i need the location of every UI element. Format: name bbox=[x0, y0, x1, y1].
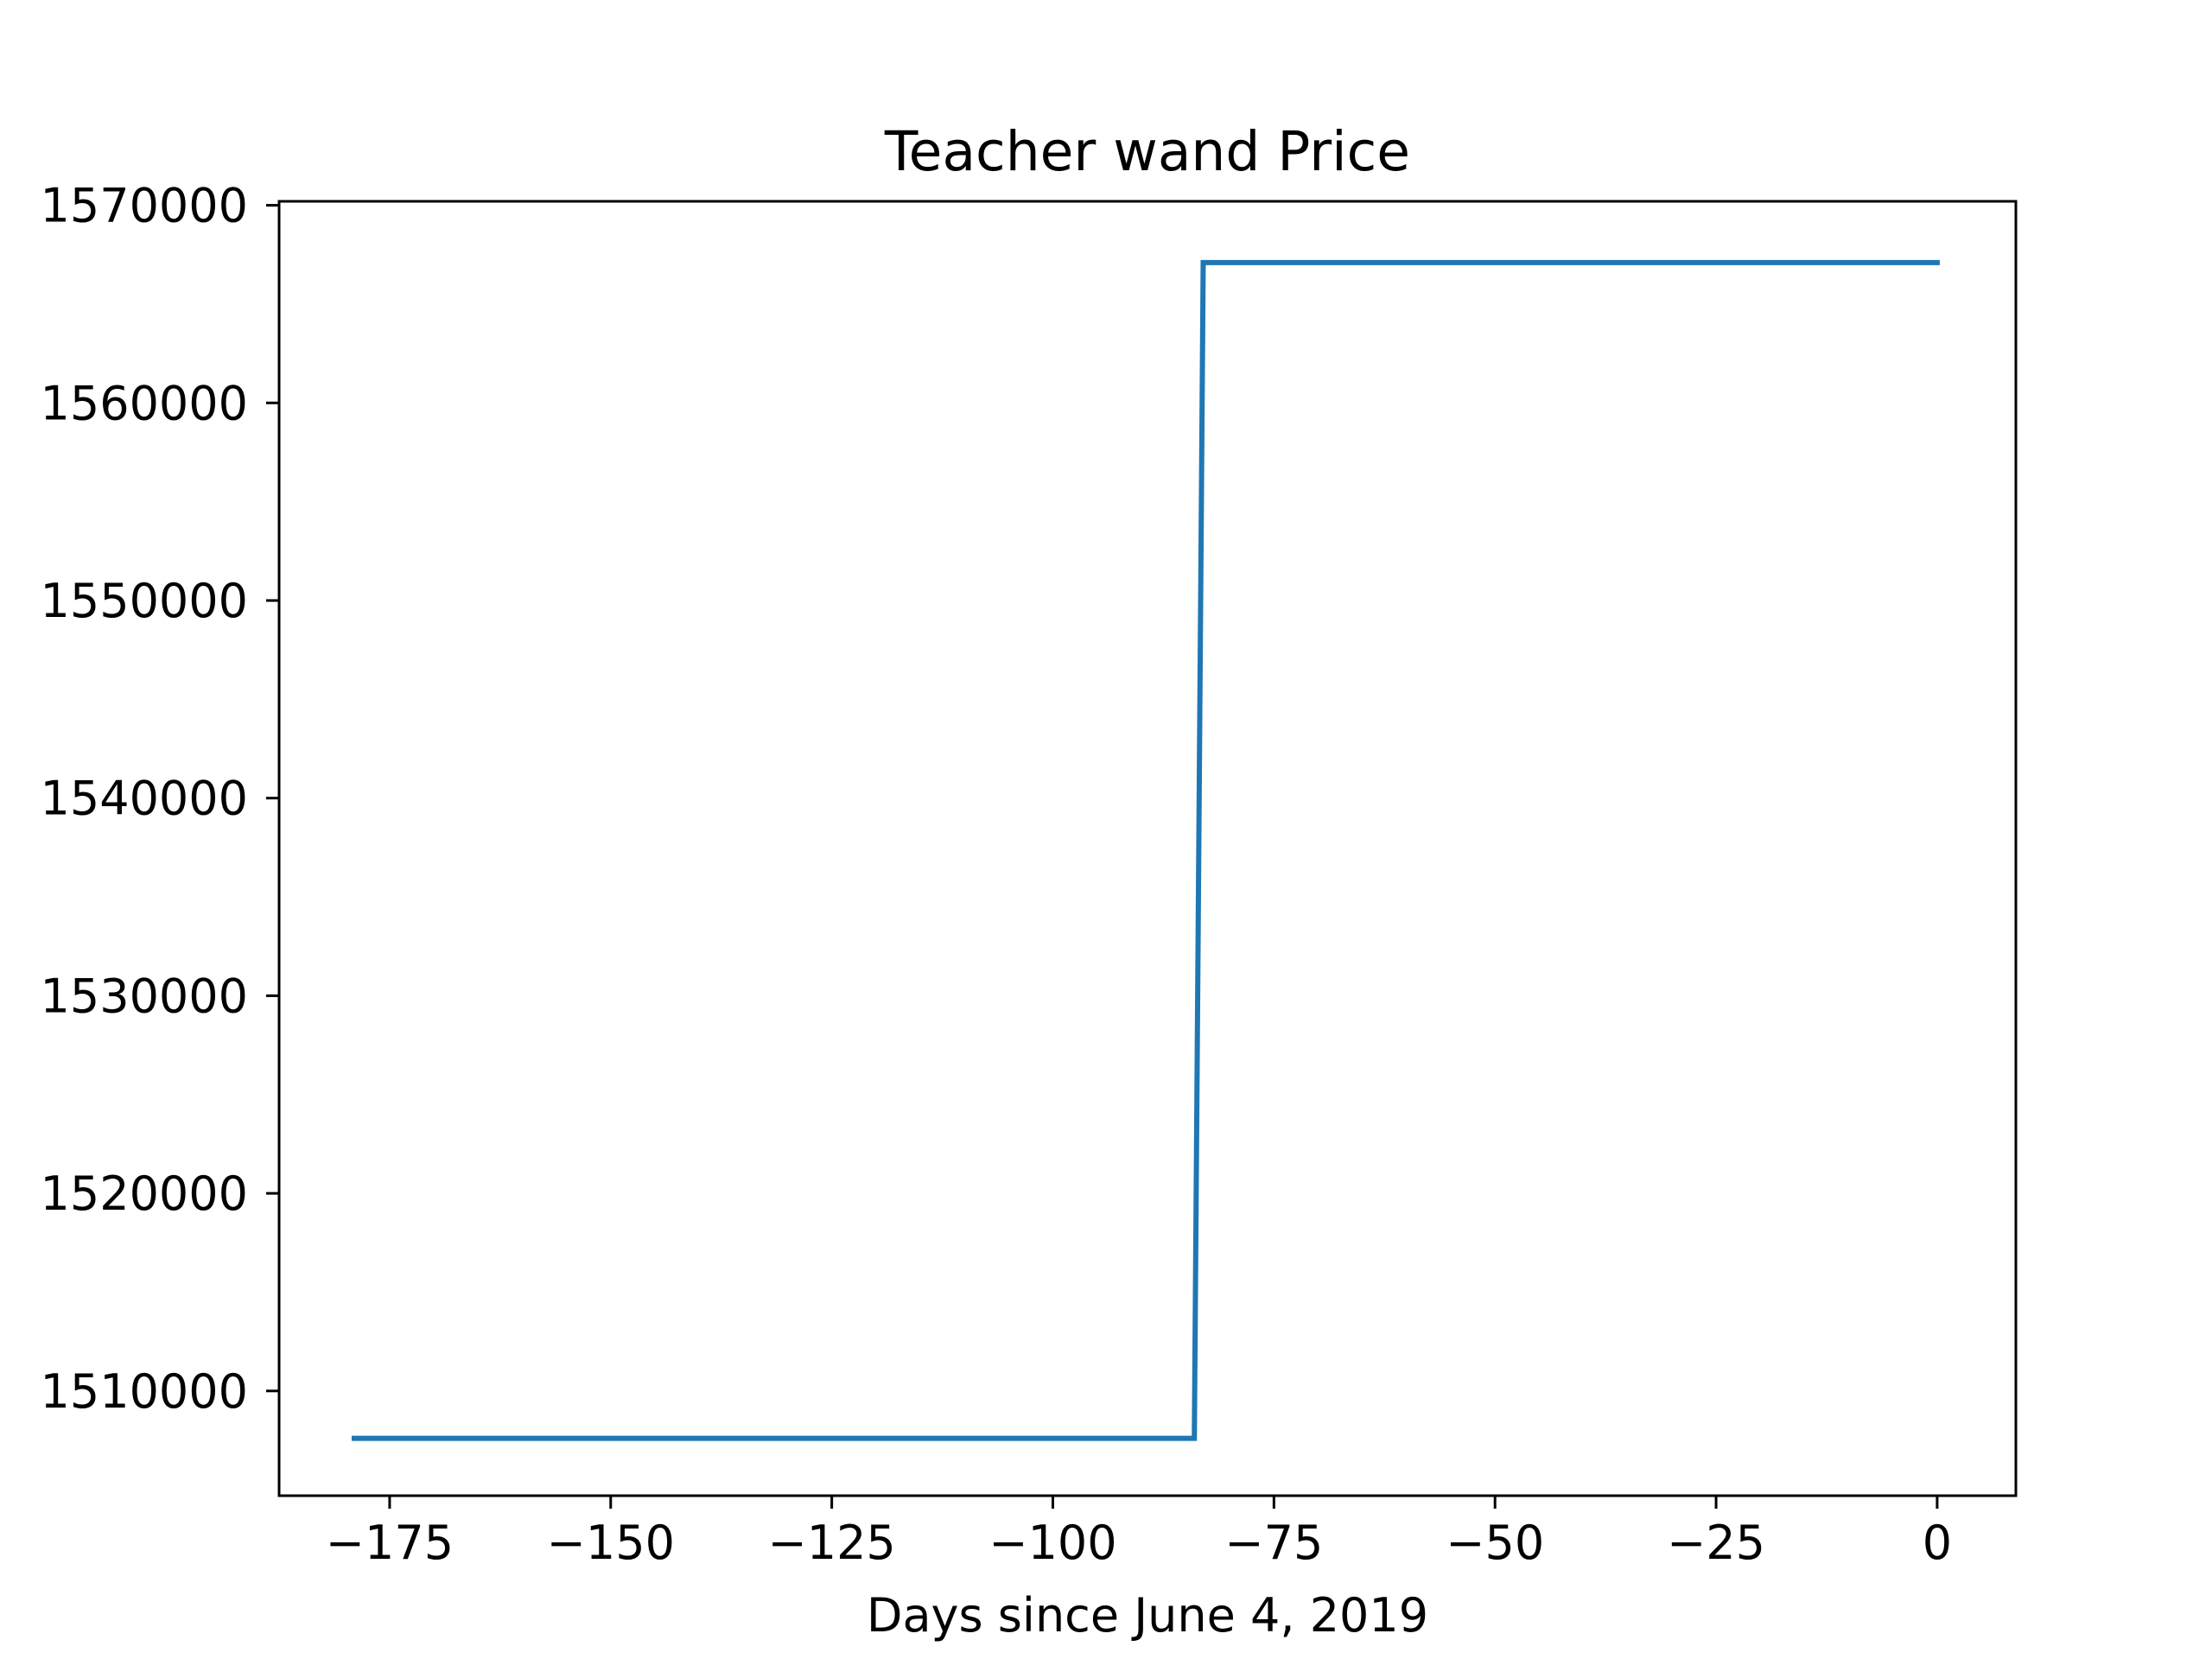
x-tick-label: −75 bbox=[1224, 1516, 1323, 1570]
y-tick-label: 1560000 bbox=[41, 376, 249, 430]
series-line-1 bbox=[351, 259, 1940, 1441]
y-tick-label: 1510000 bbox=[41, 1364, 249, 1419]
x-tick-label: −175 bbox=[326, 1516, 454, 1570]
x-tick-label: −100 bbox=[988, 1516, 1116, 1570]
y-tick-label: 1570000 bbox=[41, 179, 249, 233]
x-tick-label: −25 bbox=[1667, 1516, 1765, 1570]
x-tick-label: 0 bbox=[1923, 1516, 1952, 1570]
plot-area-frame bbox=[277, 200, 2018, 1497]
y-tick-label: 1550000 bbox=[41, 574, 249, 628]
x-axis: −175 −150 −125 −100 −75 −50 −25 0 bbox=[326, 1496, 1952, 1570]
y-axis: 1510000 1520000 1530000 1540000 1550000 15600… bbox=[41, 179, 279, 1419]
series-layer bbox=[351, 259, 1940, 1441]
x-axis-label: Days since June 4, 2019 bbox=[867, 1588, 1428, 1643]
x-tick-label: −150 bbox=[547, 1516, 675, 1570]
y-tick-label: 1530000 bbox=[41, 969, 249, 1023]
chart-title: Teacher wand Price bbox=[884, 120, 1410, 183]
x-tick-label: −50 bbox=[1446, 1516, 1544, 1570]
y-tick-label: 1540000 bbox=[41, 772, 249, 826]
x-tick-label: −125 bbox=[767, 1516, 895, 1570]
y-tick-label: 1520000 bbox=[41, 1166, 249, 1221]
